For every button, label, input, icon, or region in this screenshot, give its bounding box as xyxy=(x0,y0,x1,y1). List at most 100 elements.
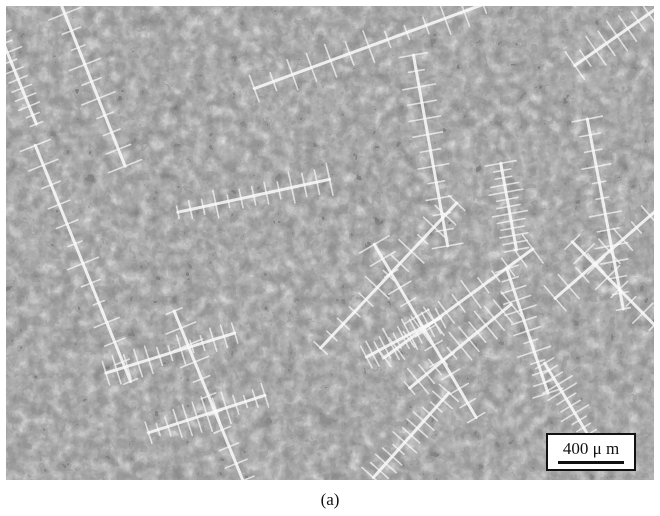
dendrite-secondary-arm xyxy=(122,353,132,379)
dendrite-secondary-arm xyxy=(364,275,390,300)
dendrite-secondary-arm xyxy=(408,115,442,123)
dendrite-secondary-arm xyxy=(172,338,204,352)
dendrite-secondary-arm xyxy=(517,345,552,358)
dendrite-secondary-arm xyxy=(381,447,403,466)
dendrite-secondary-arm xyxy=(66,256,100,271)
dendrite-secondary-arm xyxy=(504,304,537,317)
dendrite-secondary-arm xyxy=(402,330,416,349)
dendrite-secondary-arm xyxy=(483,305,505,331)
dendrite-secondary-arm xyxy=(200,396,214,432)
dendrite-secondary-arm xyxy=(115,358,131,366)
dendrite-secondary-arm xyxy=(213,425,232,434)
dendrite-secondary-arm xyxy=(432,390,454,410)
dendrite-secondary-arm xyxy=(448,331,473,361)
dendrite-secondary-arm xyxy=(431,242,464,250)
dendrite-secondary-arm xyxy=(398,51,429,59)
scale-bar-line xyxy=(558,461,624,464)
dendrite-secondary-arm xyxy=(226,194,231,208)
dendrite-secondary-arm xyxy=(406,418,429,439)
dendrite-secondary-arm xyxy=(573,243,595,265)
dendrite-secondary-arm xyxy=(571,415,587,426)
dendrite-secondary-arm xyxy=(437,300,455,324)
dendrite-secondary-arm xyxy=(560,404,590,423)
dendrite-secondary-arm xyxy=(571,115,604,123)
dendrite-secondary-arm xyxy=(417,162,450,170)
dendrite-secondary-arm xyxy=(490,181,520,189)
dendrite-secondary-arm xyxy=(191,401,203,433)
dendrite-secondary-arm xyxy=(80,278,102,288)
dendrite-secondary-arm xyxy=(408,318,423,344)
dendrite-secondary-arm xyxy=(403,24,411,41)
dendrite-secondary-arm xyxy=(325,162,334,196)
dendrite-secondary-arm xyxy=(597,238,621,265)
dendrite-secondary-arm xyxy=(251,389,259,408)
dendrite-secondary-arm xyxy=(388,337,406,360)
dendrite-secondary-arm xyxy=(500,284,527,295)
dendrite-secondary-arm xyxy=(422,216,446,238)
dendrite-secondary-arm xyxy=(630,10,646,32)
dendrite-secondary-arm xyxy=(419,147,442,154)
dendrite-secondary-arm xyxy=(41,180,62,190)
dendrite-secondary-arm xyxy=(305,52,318,83)
dendrite-secondary-arm xyxy=(446,346,458,360)
figure-caption: (a) xyxy=(320,490,340,509)
dendrite-secondary-arm xyxy=(648,324,654,332)
dendrite-secondary-arm xyxy=(313,340,329,356)
dendrite-secondary-arm xyxy=(192,374,211,383)
dendrite-secondary-arm xyxy=(362,30,376,63)
dendrite-secondary-arm xyxy=(502,294,532,306)
dendrite-secondary-arm xyxy=(208,327,218,352)
dendrite-secondary-arm xyxy=(250,185,257,206)
dendrite-secondary-arm xyxy=(491,209,529,218)
dendrite-secondary-arm xyxy=(406,99,438,107)
dendrite-secondary-arm xyxy=(200,392,217,400)
dendrite-secondary-arm xyxy=(575,266,590,283)
micrograph-image xyxy=(6,6,654,480)
dendrite-secondary-arm xyxy=(14,92,37,103)
dendrite-secondary-arm xyxy=(365,340,380,367)
dendrite-secondary-arm xyxy=(92,299,106,306)
dendrite-secondary-arm xyxy=(220,391,232,425)
dendrite-secondary-arm xyxy=(532,378,557,388)
scale-bar-box: 400 μ m xyxy=(546,433,636,471)
dendrite-secondary-arm xyxy=(96,111,114,120)
dendrite-secondary-arm xyxy=(496,203,521,210)
dendrite-secondary-arm xyxy=(55,218,79,230)
dendrite-secondary-arm xyxy=(618,15,638,43)
dendrite-secondary-arm xyxy=(421,406,439,422)
dendrite-secondary-arm xyxy=(586,256,606,275)
dendrite-secondary-arm xyxy=(208,409,223,417)
dendrite-secondary-arm xyxy=(491,270,501,283)
dendrite-secondary-arm xyxy=(530,359,546,366)
dendrite-secondary-arm xyxy=(607,274,628,280)
dendrite-secondary-arm xyxy=(156,346,164,367)
dendrite-secondary-arm xyxy=(102,128,121,137)
dendrite-secondary-arm xyxy=(103,337,126,347)
dendrite-secondary-arm xyxy=(642,6,654,23)
dendrite-secondary-arm xyxy=(401,83,437,91)
dendrite-secondary-arm xyxy=(494,175,513,181)
dendrite-secondary-arm xyxy=(6,29,12,34)
dendrite-secondary-arm xyxy=(521,234,544,264)
dendrite-secondary-arm xyxy=(484,159,517,167)
dendrite-secondary-arm xyxy=(422,16,430,35)
dendrite-secondary-arm xyxy=(230,322,239,344)
dendrite-secondary-arm xyxy=(212,189,220,219)
dendrite-secondary-arm xyxy=(143,345,154,375)
dendrite-secondary-arm xyxy=(595,196,610,201)
dendrite-secondary-arm xyxy=(412,411,435,431)
dendrite-secondary-arm xyxy=(460,279,482,309)
dendrite-secondary-arm xyxy=(48,6,82,21)
dendrite-secondary-arm xyxy=(93,316,120,329)
dendrite-secondary-arm xyxy=(513,325,542,337)
scale-bar-label: 400 μ m xyxy=(562,439,620,458)
dendrite-secondary-arm xyxy=(429,401,443,413)
dendrite-secondary-arm xyxy=(336,317,351,331)
dendrite-secondary-arm xyxy=(101,360,111,386)
dendrite-secondary-arm xyxy=(579,49,592,67)
dendrite-secondary-arm xyxy=(594,241,629,250)
dendrite-secondary-arm xyxy=(29,120,44,128)
dendrite-secondary-arm xyxy=(232,394,240,415)
dendrite-secondary-arm xyxy=(612,227,634,252)
dendrite-secondary-arm xyxy=(615,306,631,312)
